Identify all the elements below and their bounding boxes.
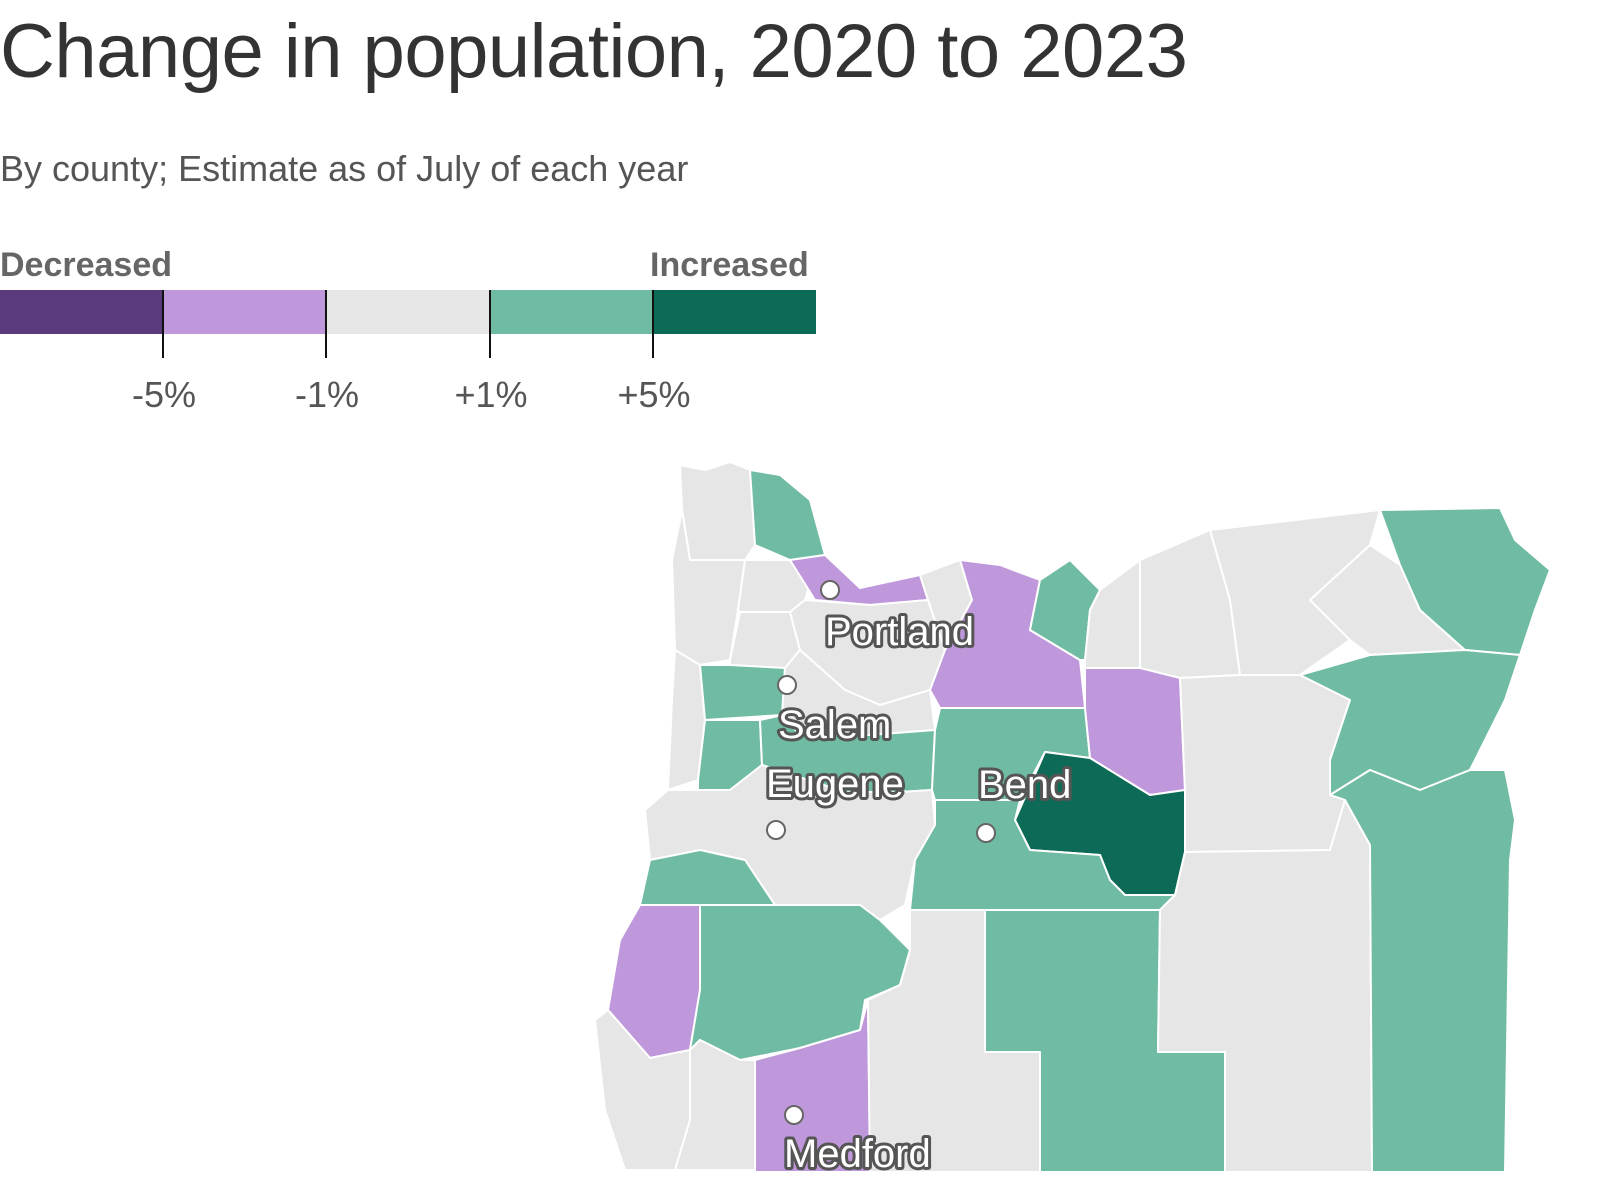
county-malheur [1329,769,1516,1173]
legend-high-label: Increased [650,246,809,284]
legend-bin-no-change [326,290,490,334]
city-label-portland: Portland [825,610,974,654]
legend-bin-strong-increase [652,290,817,334]
city-label-eugene: Eugene [766,762,904,806]
county-deschutes [909,799,1176,911]
city-marker-bend [976,823,996,843]
city-label-bend: Bend [978,763,1071,807]
county-yamhill [729,611,801,669]
county-columbia [749,469,826,561]
city-marker-salem [777,675,797,695]
legend-tick [652,290,654,358]
city-marker-medford [784,1105,804,1125]
city-label-medford: Medford [784,1132,931,1176]
legend-tick-label: +5% [617,374,691,415]
legend-tick-label: -5% [131,374,197,415]
city-label-salem: Salem [778,703,891,747]
legend-tick-label: +1% [454,374,528,415]
city-marker-portland [820,580,840,600]
legend-bin-decrease [163,290,327,334]
city-marker-eugene [766,820,786,840]
legend-bin-strong-decrease [0,290,164,334]
legend-low-label: Decreased [0,246,173,284]
legend-tick [325,290,327,358]
legend-color-scale [0,290,817,334]
county-grant [1179,674,1351,853]
county-wallowa [1379,507,1551,656]
chart-title: Change in population, 2020 to 2023 [0,9,1188,94]
legend-tick [489,290,491,358]
legend-tick-label: -1% [294,374,360,415]
county-clatsop [679,461,756,561]
legend-tick [162,290,164,358]
county-polk [699,664,786,721]
county-gilliam [1084,559,1141,669]
county-multnomah [789,554,929,606]
legend-bin-increase [489,290,653,334]
chart-subtitle: By county; Estimate as of July of each y… [0,148,689,189]
